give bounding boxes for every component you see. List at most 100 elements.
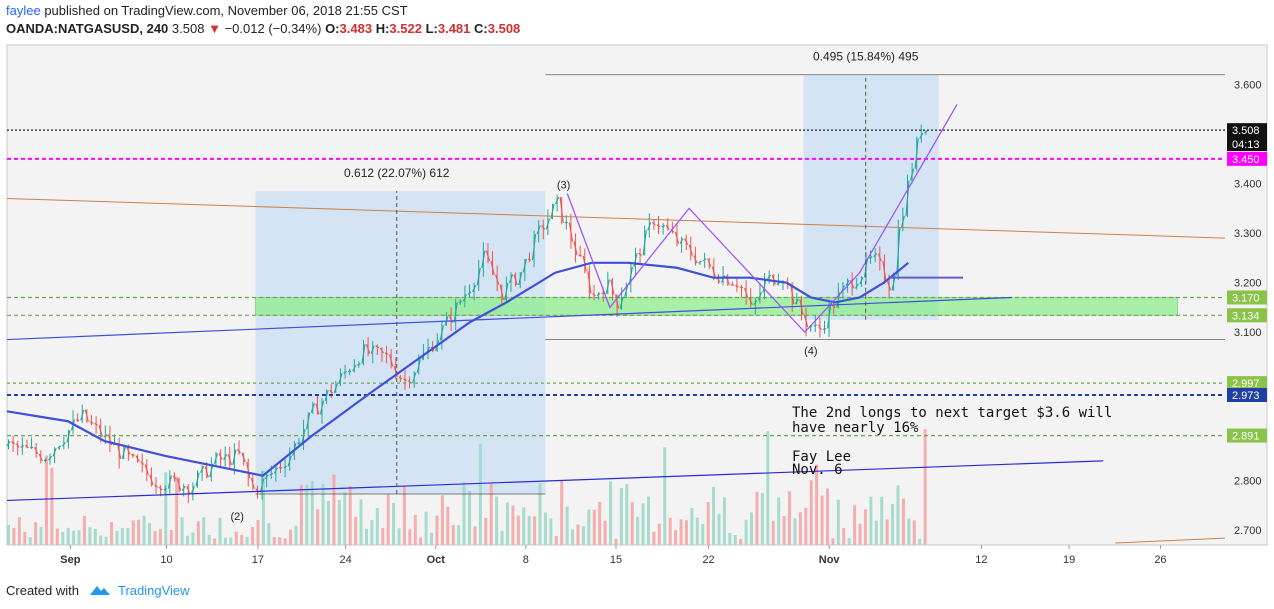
volume-bar [337,499,341,545]
candle-body [698,260,702,264]
candle-body [181,485,186,491]
volume-bar [164,472,168,545]
volume-bar [690,508,694,545]
candle-body [859,277,864,285]
candle-body [237,449,241,454]
candle-body [822,327,827,331]
candle-body [652,221,656,226]
candle-body [803,314,809,328]
volume-bar [853,505,857,545]
volume-bar [251,527,255,545]
candle-body [227,454,232,466]
volume-bar [782,515,786,545]
volume-bar [646,496,650,545]
candle-body [707,258,712,267]
volume-bar [446,506,450,545]
volume-bar [495,496,499,545]
volume-bar [326,500,330,545]
volume-bar [912,520,916,545]
y-tick-label: 3.600 [1234,80,1262,92]
author-link[interactable]: faylee [6,3,41,18]
volume-bar [430,532,434,545]
candle-body [204,466,209,478]
volume-bar [522,507,526,545]
volume-bar [668,517,672,545]
candle-body [665,224,670,230]
volume-bar [191,532,195,545]
symbol[interactable]: OANDA:NATGASUSD, 240 [6,21,169,36]
candle-body [38,453,43,462]
candle-body [638,252,642,256]
volume-bar [299,485,303,545]
volume-bar [717,513,721,545]
candle-body [642,230,647,256]
volume-bar [381,527,385,545]
volume-bar [126,528,130,545]
annotation-text: Nov. 6 [792,462,843,478]
volume-bar [364,528,368,545]
volume-bar [880,496,884,545]
candle-body [57,445,62,449]
volume-bar [874,520,878,545]
volume-bar [180,517,184,545]
volume-bar [901,498,905,545]
footer: Created with TradingView [6,583,190,599]
volume-bar [256,520,260,545]
volume-bar [207,534,211,545]
volume-bar [609,481,613,545]
x-tick-label: 12 [975,554,987,566]
support-trendline-lower [6,460,1104,502]
volume-bar [750,512,754,545]
volume-bar [77,530,81,545]
volume-bar [7,524,10,545]
volume-bar [332,474,336,545]
volume-bar [104,536,108,545]
x-tick-label: 22 [702,554,714,566]
candle-body [195,472,200,487]
volume-bar [771,520,775,545]
price-chart[interactable]: 3.6003.5003.4003.3003.2003.1002.8002.700… [0,40,1274,575]
annotation-text: Fay Lee [792,449,851,465]
price-tag-label: 2.973 [1232,390,1260,402]
high-value: 3.522 [389,21,422,36]
candle-body [315,403,320,415]
annotation-text: The 2nd longs to next target $3.6 will [792,405,1112,421]
x-tick-label: Nov [819,554,841,566]
candle-body [324,390,329,402]
volume-bar [55,528,59,545]
candle-body [163,488,167,491]
volume-bar [538,483,542,545]
wave-label: (2) [230,511,243,523]
volume-bar [310,480,314,545]
candle-body [499,284,504,301]
candle-body [384,352,389,355]
volume-bar [728,532,732,545]
support-zone [254,296,1178,316]
volume-bar [457,525,461,545]
volume-bar [435,515,439,545]
x-tick-label: 19 [1063,554,1075,566]
candle-body [453,302,458,323]
volume-bar [565,506,569,545]
candle-body [121,446,126,459]
volume-bar [766,431,770,545]
volume-bar [798,512,802,545]
volume-bar [386,494,390,545]
candle-body [578,254,582,257]
tradingview-link[interactable]: TradingView [118,583,190,598]
candle-body [306,412,311,430]
candle-body [592,293,596,297]
candle-body [605,279,610,294]
candle-body [361,344,366,364]
volume-bar [836,499,840,545]
candle-body [914,138,919,169]
volume-bar [788,491,792,545]
volume-bar [733,534,737,545]
price-tag [1227,290,1267,305]
volume-bar [869,496,873,545]
volume-bar [375,508,379,545]
candle-body [131,453,135,457]
candle-body [527,258,532,261]
volume-bar [392,503,396,545]
y-tick-label: 3.400 [1234,179,1262,191]
